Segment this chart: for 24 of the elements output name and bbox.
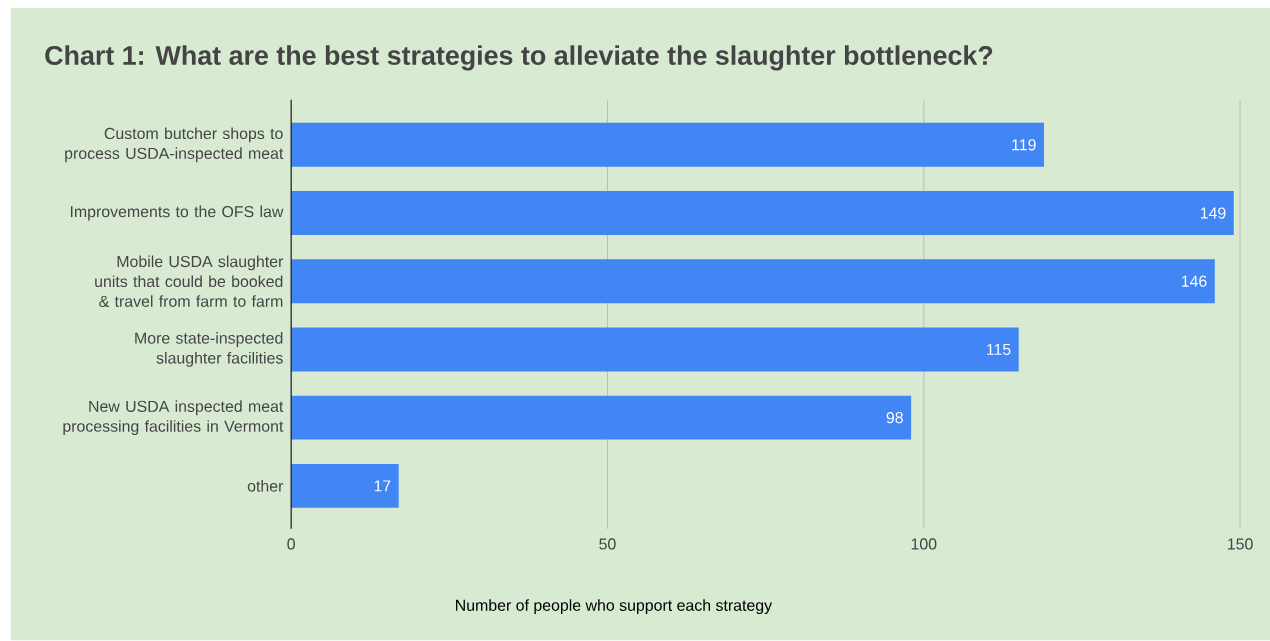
data-label: 146 (1181, 275, 1207, 288)
bar (291, 191, 1234, 236)
x-tick-label: 100 (911, 538, 937, 550)
x-axis-title: Number of people who support each strategy (456, 599, 773, 615)
data-label: 115 (987, 344, 1011, 356)
data-label: 119 (1012, 139, 1036, 151)
bar (291, 395, 912, 440)
bar (291, 464, 399, 509)
y-tick-label: Mobile USDA slaughter units that could be booked & travel from farm to farm (95, 255, 284, 308)
y-tick-label: Custom butcher shops to process USDA-inspected meat (65, 127, 284, 163)
y-tick-label: other (247, 480, 284, 492)
y-tick-label: New USDA inspected meat processing facilities in Vermont (63, 400, 284, 436)
x-tick-label: 0 (287, 538, 295, 550)
x-tick-label: 150 (1228, 538, 1253, 550)
bar (291, 327, 1019, 372)
chart-title: Chart 1: What are the best strategies to alleviate the slaughter bottleneck? (45, 45, 993, 71)
y-tick-label: Improvements to the OFS law (70, 205, 284, 221)
x-tick-label: 50 (599, 538, 616, 550)
y-tick-label: More state-inspected slaughter facilities (135, 332, 283, 367)
data-label: 17 (374, 480, 391, 492)
bar (291, 259, 1215, 304)
data-label: 149 (1200, 207, 1226, 219)
data-label: 98 (886, 412, 903, 424)
bar (291, 123, 1044, 167)
